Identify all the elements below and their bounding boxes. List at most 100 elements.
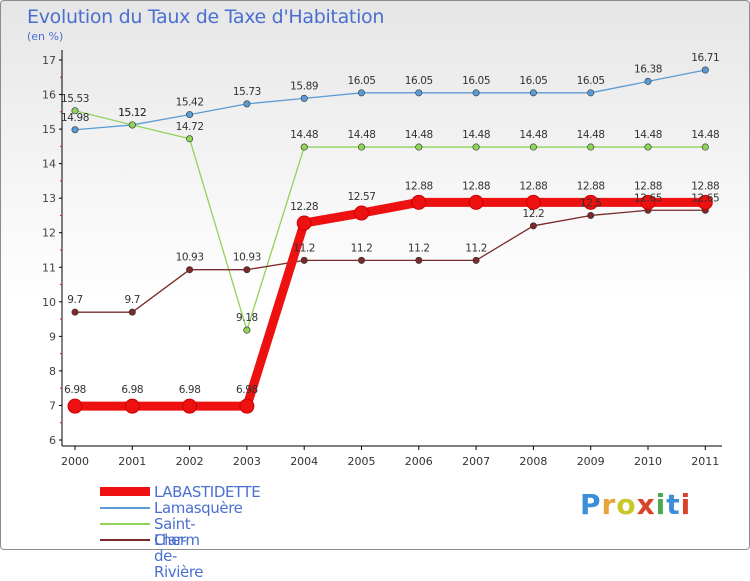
data-label: 16.71 [691, 52, 719, 64]
y-tick-label: 16 [42, 89, 56, 102]
data-label: 11.2 [408, 242, 430, 254]
data-label: 14.48 [577, 129, 605, 141]
data-label: 12.88 [405, 180, 433, 192]
data-point [186, 266, 194, 274]
data-point [583, 194, 599, 210]
data-label: 14.48 [691, 129, 719, 141]
data-point [357, 143, 365, 151]
data-point [354, 205, 369, 221]
y-tick-label: 17 [42, 54, 56, 67]
x-tick-label: 2008 [519, 455, 547, 468]
data-point [357, 256, 365, 264]
data-label: 6.98 [179, 384, 201, 396]
data-label: 14.98 [61, 112, 89, 124]
data-label: 6.98 [121, 384, 143, 396]
data-point [587, 143, 595, 151]
x-tick-label: 2011 [691, 455, 719, 468]
data-point [529, 89, 537, 97]
data-label: 9.7 [67, 294, 83, 306]
data-label: 16.38 [634, 63, 662, 75]
chart-frame [0, 0, 750, 550]
logo-letter: x [636, 488, 656, 521]
data-label: 14.48 [462, 129, 490, 141]
data-label: 14.48 [290, 129, 318, 141]
data-label: 12.57 [347, 191, 375, 203]
data-label: 16.05 [577, 75, 605, 87]
data-point [71, 126, 79, 134]
data-label: 12.5 [580, 197, 602, 209]
data-label: 16.05 [347, 75, 375, 87]
data-label: 12.28 [290, 201, 318, 213]
x-tick-label: 2002 [176, 455, 204, 468]
data-label: 12.88 [462, 180, 490, 192]
data-label: 12.88 [519, 180, 547, 192]
data-point [644, 143, 652, 151]
data-point [697, 194, 713, 210]
data-label: 9.18 [236, 312, 258, 324]
data-point [468, 194, 484, 210]
x-tick-label: 2006 [405, 455, 433, 468]
data-point [701, 66, 709, 74]
data-label: 14.48 [347, 129, 375, 141]
y-tick-label: 7 [49, 399, 56, 412]
data-label: 12.65 [634, 192, 662, 204]
data-point [472, 143, 480, 151]
series-lines [67, 66, 713, 414]
data-label: 16.05 [405, 75, 433, 87]
legend-label: LABASTIDETTE [154, 483, 261, 501]
data-point [357, 89, 365, 97]
data-label: 6.98 [236, 384, 258, 396]
data-label: 11.2 [465, 242, 487, 254]
y-tick-label: 10 [42, 296, 56, 309]
data-point [525, 194, 541, 210]
logo-letter: i [655, 488, 667, 521]
data-label: 15.42 [176, 97, 204, 109]
data-point [640, 194, 656, 210]
data-point [415, 256, 423, 264]
data-label: 12.2 [523, 208, 545, 220]
data-point [243, 326, 251, 334]
data-label: 12.88 [577, 180, 605, 192]
data-label: 15.12 [118, 107, 146, 119]
data-point [529, 143, 537, 151]
data-point [186, 111, 194, 119]
data-point [239, 398, 255, 414]
y-tick-label: 9 [49, 330, 56, 343]
data-label: 10.93 [176, 252, 204, 264]
data-point [296, 215, 312, 231]
data-point [300, 256, 308, 264]
data-point [182, 398, 198, 414]
y-tick-label: 8 [49, 365, 56, 378]
x-tick-label: 2001 [118, 455, 146, 468]
data-point [587, 89, 595, 97]
proxiti-logo: Proxiti [580, 488, 691, 521]
chart-title: Evolution du Taux de Taxe d'Habitation [27, 6, 385, 28]
line-chart: 6 7 8 9 10 11 12 13 14 15 16 17 2000 2001 2002 2003 2004… [42, 50, 722, 468]
data-label: 15.73 [233, 86, 261, 98]
data-label: 6.98 [64, 384, 86, 396]
data-point [67, 398, 83, 414]
series-line-1 [74, 110, 706, 331]
x-tick-label: 2007 [462, 455, 490, 468]
legend-swatch [100, 539, 150, 541]
data-point [71, 308, 79, 316]
x-tick-label: 2003 [233, 455, 261, 468]
data-label: 15.89 [290, 80, 318, 92]
y-tick-label: 12 [42, 227, 56, 240]
data-label: 14.72 [176, 121, 204, 133]
series-line-3 [75, 197, 706, 411]
data-point [411, 194, 427, 210]
chart-axes: 6 7 8 9 10 11 12 13 14 15 16 17 2000 2001 2002 2003 2004… [42, 50, 722, 468]
data-point [243, 100, 251, 108]
data-point [128, 121, 136, 129]
legend-label: Lamasquère [154, 499, 243, 517]
logo-letter: t [666, 488, 681, 521]
legend-swatch [100, 487, 150, 496]
logo-letter: i [680, 488, 692, 521]
data-label: 12.65 [691, 192, 719, 204]
logo-letter: r [601, 488, 617, 521]
data-label: 16.05 [519, 75, 547, 87]
data-label: 14.48 [519, 129, 547, 141]
data-point [529, 222, 537, 230]
data-label: 12.88 [634, 180, 662, 192]
